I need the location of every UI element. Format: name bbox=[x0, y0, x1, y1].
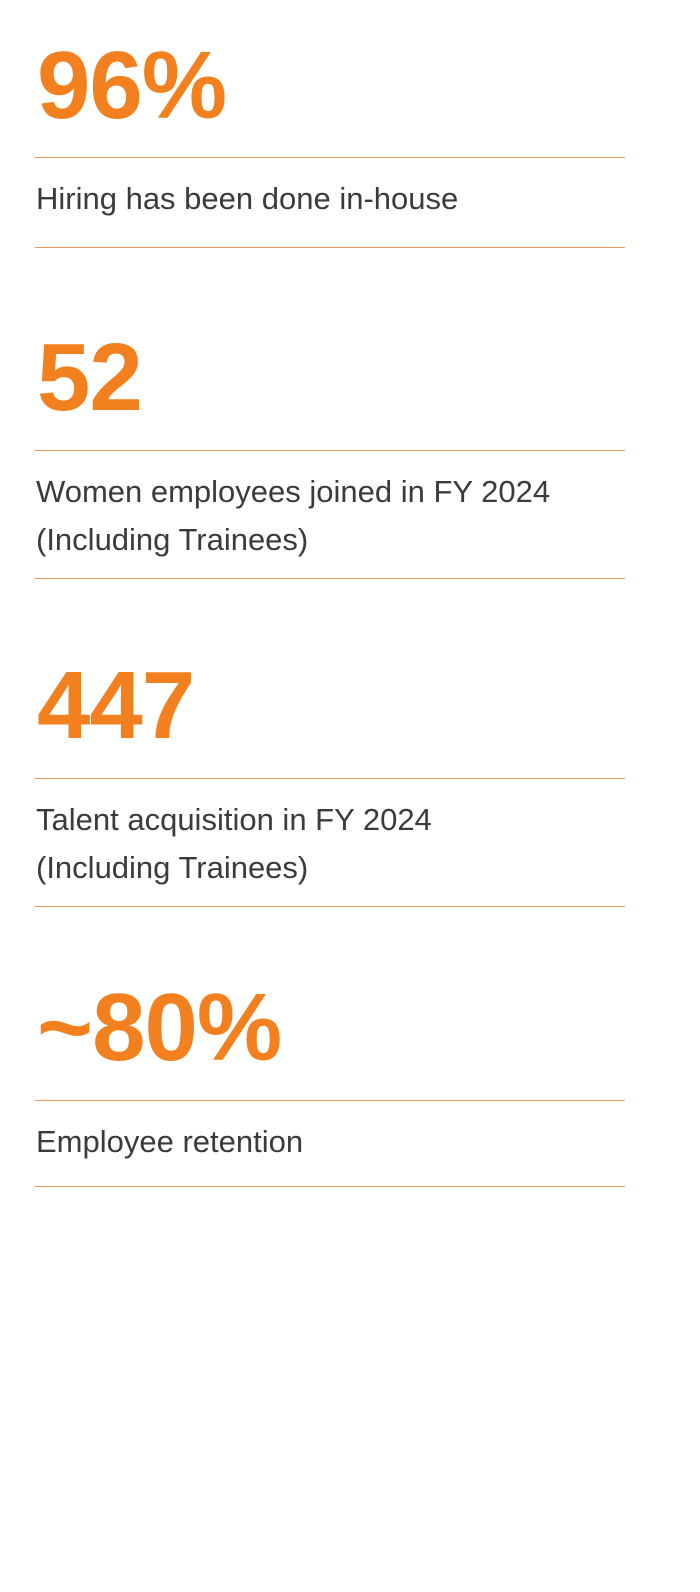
divider-bottom bbox=[35, 1186, 625, 1187]
stat-description-line: Employee retention bbox=[36, 1124, 304, 1159]
stat-description-line: Hiring has been done in-house bbox=[36, 181, 459, 216]
stat-description: Employee retention bbox=[36, 1118, 625, 1166]
stat-description-line: Talent acquisition in FY 2024 bbox=[36, 802, 432, 837]
stat-description-line: (Including Trainees) bbox=[36, 850, 309, 885]
divider-top bbox=[35, 1100, 625, 1101]
divider-bottom bbox=[35, 906, 625, 907]
stat-description-line: Women employees joined in FY 2024 bbox=[36, 474, 551, 509]
stat-value: ~80% bbox=[37, 974, 282, 1081]
stat-description: Hiring has been done in-house bbox=[36, 175, 625, 223]
stat-description: Talent acquisition in FY 2024 (Including… bbox=[36, 796, 625, 892]
stat-value: 52 bbox=[37, 324, 143, 431]
divider-top bbox=[35, 450, 625, 451]
divider-top bbox=[35, 157, 625, 158]
stat-value: 96% bbox=[37, 32, 227, 139]
divider-bottom bbox=[35, 247, 625, 248]
stat-value: 447 bbox=[37, 652, 195, 759]
stat-description-line: (Including Trainees) bbox=[36, 522, 309, 557]
divider-bottom bbox=[35, 578, 625, 579]
divider-top bbox=[35, 778, 625, 779]
stat-description: Women employees joined in FY 2024 (Inclu… bbox=[36, 468, 625, 564]
